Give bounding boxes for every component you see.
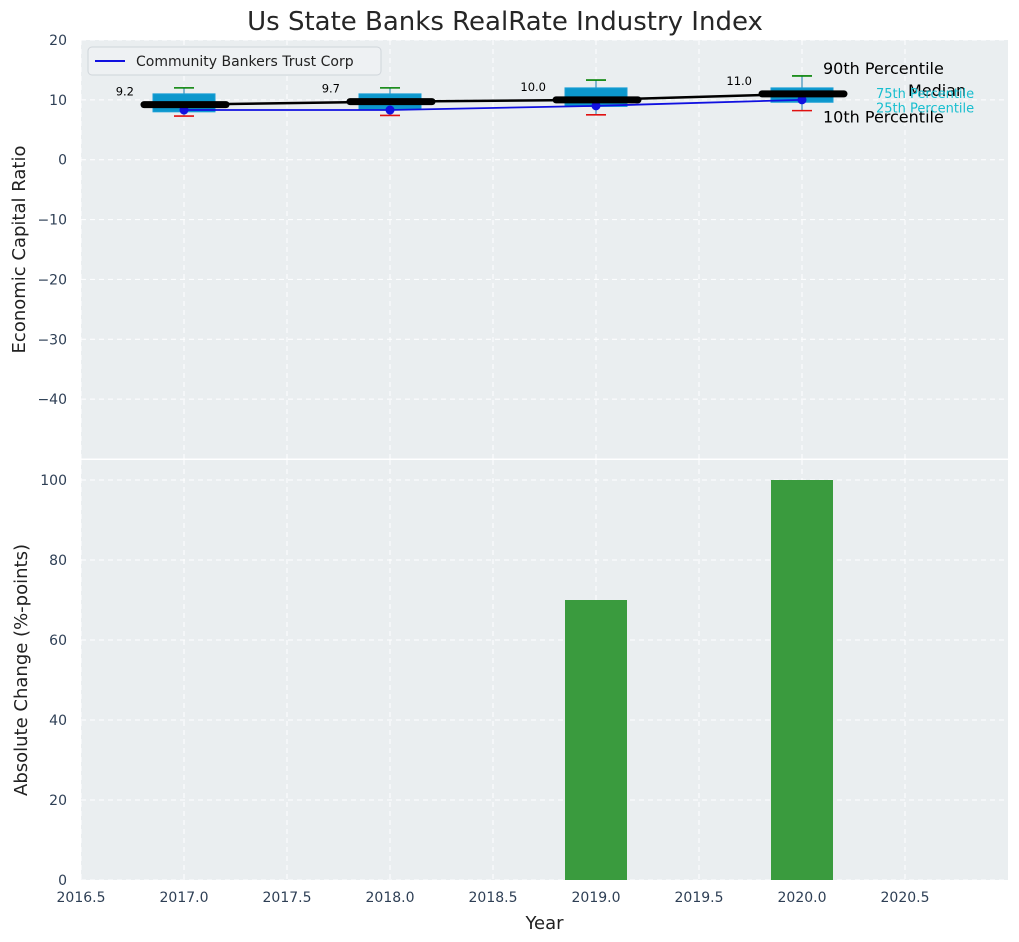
bottom-y-axis-title: Absolute Change (%-points) xyxy=(11,544,32,796)
legend: Community Bankers Trust Corp xyxy=(87,46,382,76)
p25-annotation: 25th Percentile xyxy=(876,101,974,116)
legend-box xyxy=(87,46,382,76)
legend-entry-label: Community Bankers Trust Corp xyxy=(136,54,354,70)
y-tick-label: −40 xyxy=(37,392,67,408)
x-tick-label: 2017.5 xyxy=(263,890,312,906)
x-tick-label: 2020.5 xyxy=(881,890,930,906)
y-tick-label: 10 xyxy=(49,93,67,109)
median-value-label: 10.0 xyxy=(520,80,546,94)
company-point xyxy=(797,95,807,105)
y-tick-label: 60 xyxy=(49,633,67,649)
company-point xyxy=(385,105,395,115)
chart-title: Us State Banks RealRate Industry Index xyxy=(247,7,763,37)
median-trend-line xyxy=(183,92,803,106)
y-tick-label: 20 xyxy=(49,793,67,809)
company-series-line xyxy=(184,98,803,111)
bottom-plot-area xyxy=(81,460,1008,880)
y-tick-label: −30 xyxy=(37,332,67,348)
top-y-axis-title: Economic Capital Ratio xyxy=(9,146,30,354)
x-tick-label: 2019.0 xyxy=(572,890,621,906)
x-tick-label: 2019.5 xyxy=(675,890,724,906)
median-value-label: 9.2 xyxy=(116,85,134,99)
bar-2019 xyxy=(565,600,627,880)
y-tick-label: 0 xyxy=(58,873,67,889)
y-tick-label: −20 xyxy=(37,272,67,288)
p10-annotation: 10th Percentile xyxy=(823,108,944,127)
y-tick-label: 40 xyxy=(49,713,67,729)
x-tick-label: 2016.5 xyxy=(57,890,106,906)
median-value-label: 11.0 xyxy=(726,74,752,88)
x-tick-label: 2018.0 xyxy=(366,890,415,906)
y-tick-label: 20 xyxy=(49,33,67,49)
x-axis-title: Year xyxy=(524,913,564,934)
median-value-label: 9.7 xyxy=(322,82,340,96)
y-tick-label: 80 xyxy=(49,553,67,569)
bar-chart-panel: 0 20 40 60 80 100 2016.5 2017.0 2017.5 2018.0 2018… xyxy=(11,460,1008,934)
y-tick-label: −10 xyxy=(37,213,67,229)
box-plot-panel: 20 10 0 −10 −20 −30 −40 Economic Capital Ratio 9… xyxy=(9,33,1008,461)
p90-annotation: 90th Percentile xyxy=(823,59,944,78)
y-tick-label: 0 xyxy=(58,153,67,169)
median-annotation: Median xyxy=(908,81,966,100)
bar-2020 xyxy=(771,480,833,880)
x-tick-label: 2018.5 xyxy=(469,890,518,906)
x-tick-label: 2017.0 xyxy=(160,890,209,906)
y-tick-label: 100 xyxy=(40,473,67,489)
company-point xyxy=(591,101,601,111)
p75-annotation: 75th Percentile xyxy=(876,87,974,102)
x-tick-label: 2020.0 xyxy=(778,890,827,906)
